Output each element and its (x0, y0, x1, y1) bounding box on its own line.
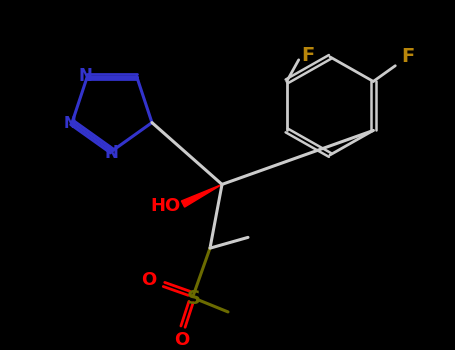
Text: N: N (64, 116, 76, 131)
Text: O: O (174, 331, 190, 349)
Text: N: N (78, 66, 92, 85)
Text: F: F (301, 47, 314, 65)
Text: O: O (142, 271, 157, 288)
Text: N: N (104, 144, 118, 162)
Polygon shape (182, 184, 222, 207)
Text: HO: HO (151, 197, 181, 215)
Text: S: S (187, 289, 201, 308)
Text: F: F (402, 47, 415, 66)
